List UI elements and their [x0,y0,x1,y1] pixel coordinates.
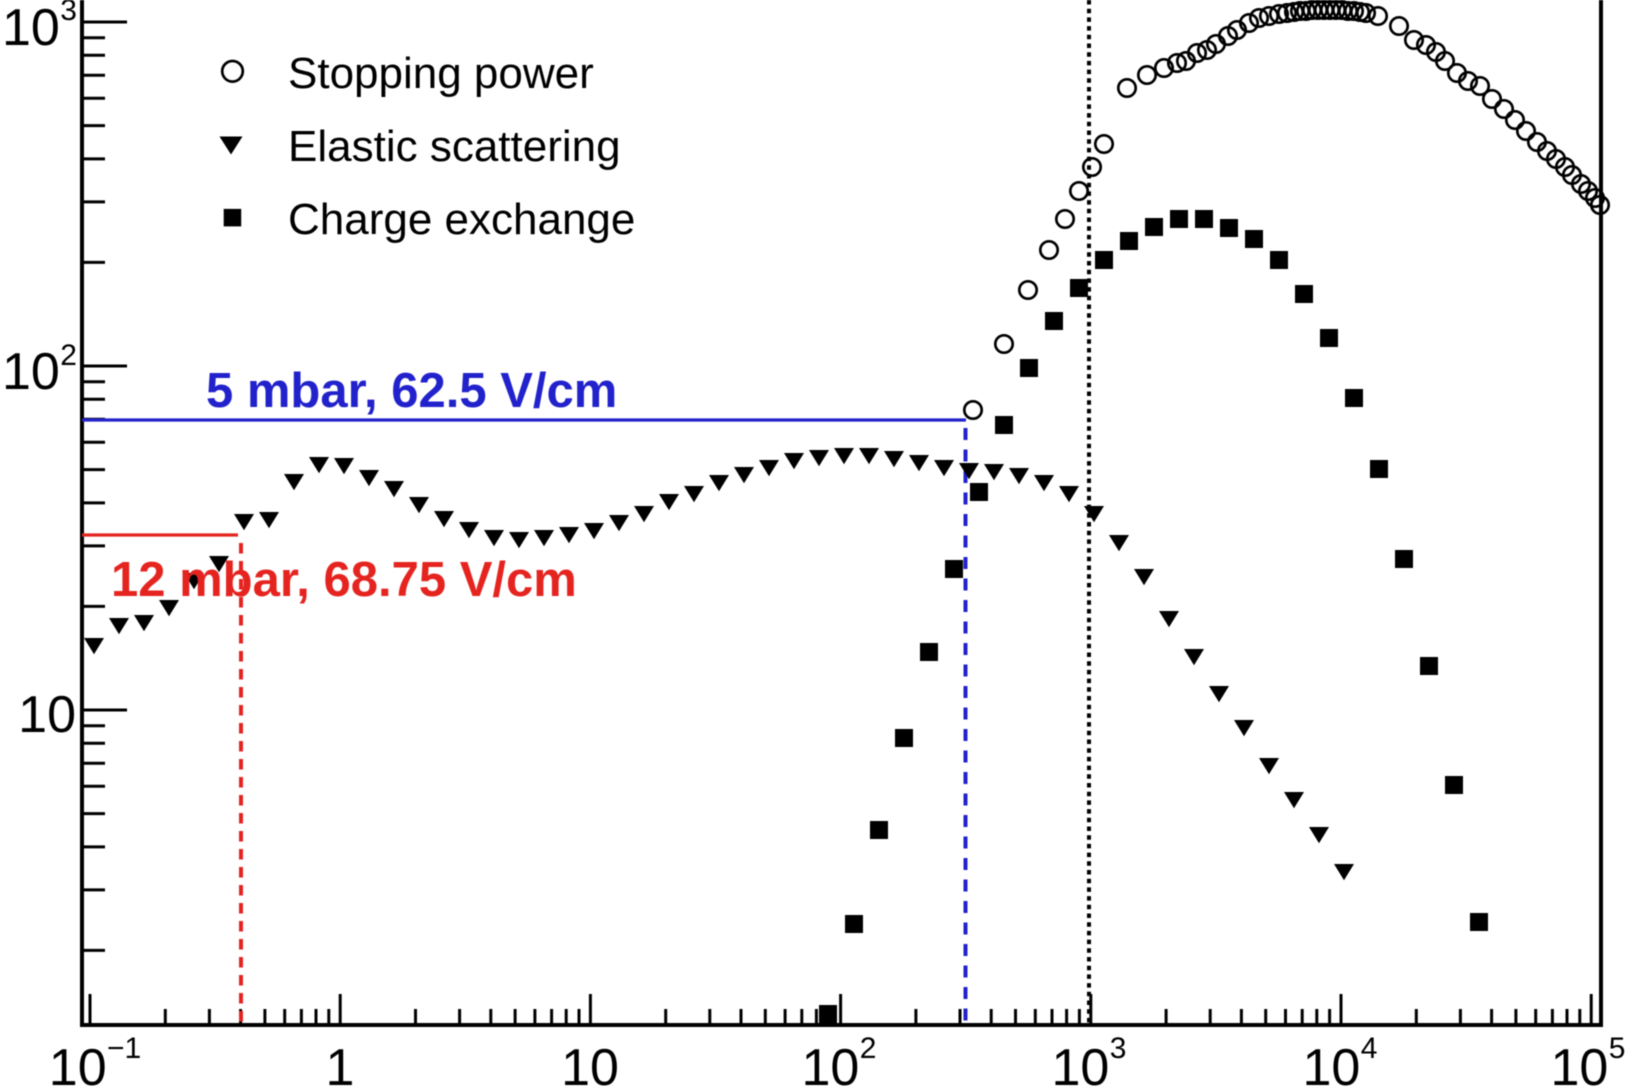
svg-text:3: 3 [1110,1032,1127,1065]
svg-text:10: 10 [561,1039,619,1090]
svg-text:10: 10 [1052,1039,1110,1090]
svg-text:12 mbar, 68.75 V/cm: 12 mbar, 68.75 V/cm [111,553,577,607]
svg-text:10: 10 [1303,1039,1361,1090]
svg-text:Charge exchange: Charge exchange [288,195,635,244]
svg-text:1: 1 [326,1039,355,1090]
svg-text:10: 10 [1551,1039,1609,1090]
svg-text:−1: −1 [107,1032,141,1065]
svg-text:2: 2 [860,1032,877,1065]
svg-text:Stopping power: Stopping power [288,49,594,98]
svg-text:10: 10 [2,343,60,401]
svg-text:4: 4 [1361,1032,1378,1065]
svg-text:10: 10 [802,1039,860,1090]
svg-text:3: 3 [60,0,77,27]
svg-text:2: 2 [60,339,77,372]
svg-text:5: 5 [1609,1032,1626,1065]
svg-text:10: 10 [2,0,60,57]
svg-text:10: 10 [49,1039,107,1090]
svg-text:10: 10 [18,686,76,744]
svg-text:5 mbar, 62.5 V/cm: 5 mbar, 62.5 V/cm [206,364,617,418]
svg-text:Elastic scattering: Elastic scattering [288,122,621,171]
